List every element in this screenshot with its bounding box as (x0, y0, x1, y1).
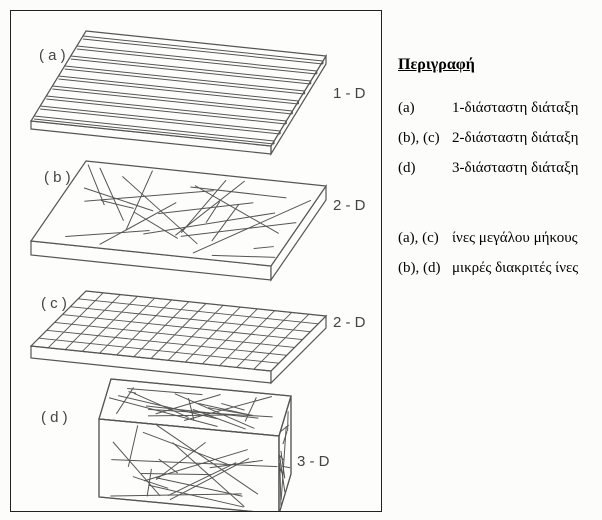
description-row: (a) 1-διάσταστη διάταξη (398, 96, 598, 120)
dim-label-b: 2 - D (333, 197, 366, 214)
description-group-1: (a) 1-διάσταστη διάταξη (b), (c) 2-διάστ… (398, 96, 598, 180)
row-labels: (b), (c) (398, 126, 442, 150)
description-row: (d) 3-διάσταστη διάταξη (398, 156, 598, 180)
row-labels: (d) (398, 156, 442, 180)
description-title: Περιγραφή (398, 52, 598, 78)
row-text: 3-διάσταστη διάταξη (452, 156, 579, 180)
row-labels: (a), (c) (398, 226, 442, 250)
panel-label-d: ( d ) (41, 409, 68, 426)
row-labels: (a) (398, 96, 442, 120)
description-row: (b), (c) 2-διάσταστη διάταξη (398, 126, 598, 150)
panel-label-b: ( b ) (44, 169, 71, 186)
dim-label-d: 3 - D (297, 453, 330, 470)
description-block: Περιγραφή (a) 1-διάσταστη διάταξη (b), (… (398, 52, 598, 286)
description-group-2: (a), (c) ίνες μεγάλου μήκους (b), (d) μι… (398, 226, 598, 280)
figure-frame: ( a ) ( b ) ( c ) ( d ) 1 - D 2 - D 2 - … (10, 10, 382, 512)
row-labels: (b), (d) (398, 256, 442, 280)
description-row: (b), (d) μικρές διακριτές ίνες (398, 256, 598, 280)
dim-label-a: 1 - D (333, 85, 366, 102)
dim-label-c: 2 - D (333, 314, 366, 331)
figure-svg (11, 11, 381, 511)
panel-label-c: ( c ) (41, 295, 67, 312)
panel-label-a: ( a ) (39, 47, 66, 64)
row-text: μικρές διακριτές ίνες (452, 256, 578, 280)
row-text: 2-διάσταστη διάταξη (452, 126, 579, 150)
row-text: 1-διάσταστη διάταξη (452, 96, 579, 120)
description-row: (a), (c) ίνες μεγάλου μήκους (398, 226, 598, 250)
row-text: ίνες μεγάλου μήκους (452, 226, 578, 250)
